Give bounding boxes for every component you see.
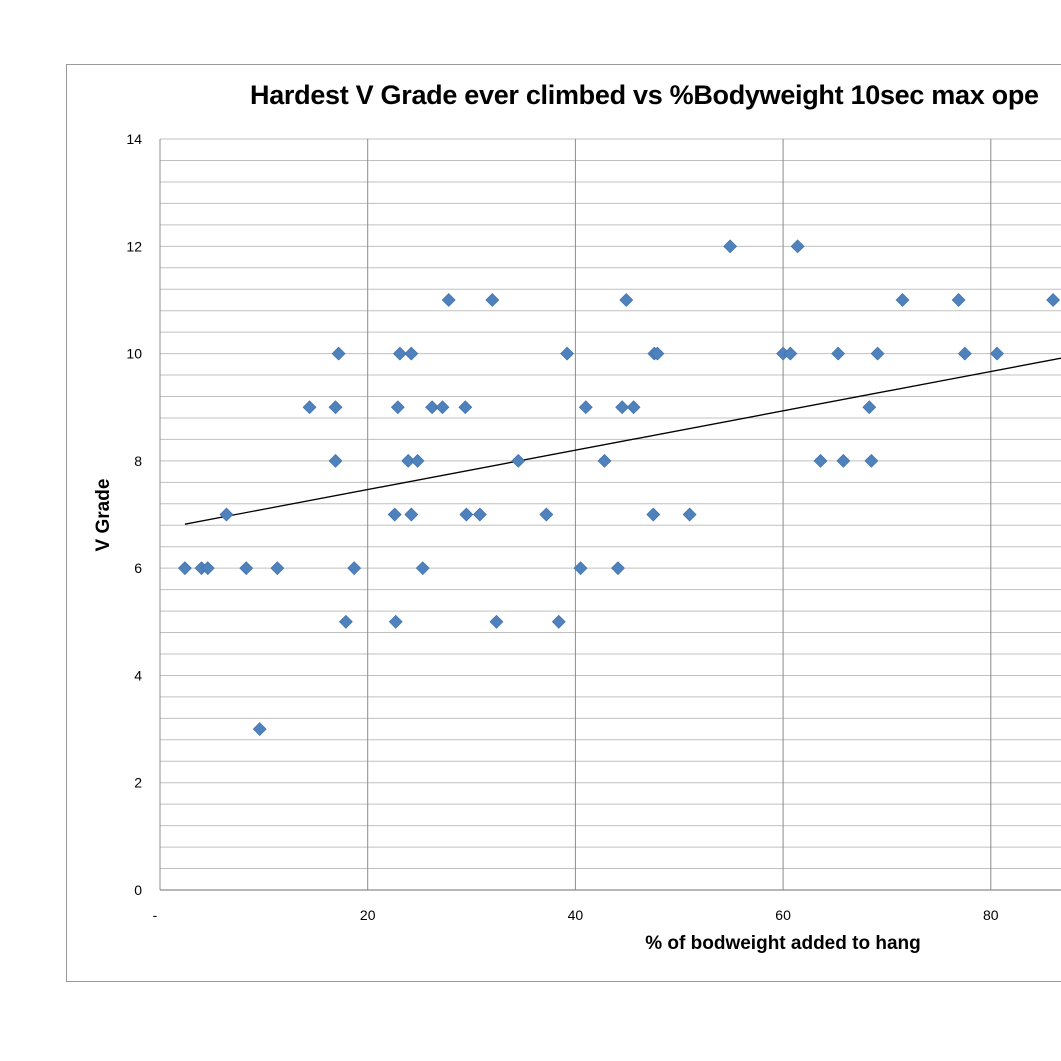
- y-tick-label: 2: [134, 775, 142, 791]
- trendline-path: [184, 357, 1061, 525]
- data-point: [864, 453, 879, 468]
- data-point: [611, 561, 625, 576]
- data-point: [415, 561, 430, 576]
- data-point: [219, 507, 234, 522]
- data-point: [441, 293, 456, 307]
- data-point: [783, 346, 798, 361]
- data-point: [435, 400, 450, 415]
- data-point: [302, 400, 317, 415]
- chart-area: [66, 64, 1061, 982]
- data-point: [619, 293, 634, 307]
- y-tick-label: 14: [126, 131, 142, 147]
- data-point: [626, 400, 641, 415]
- data-point: [650, 346, 665, 361]
- data-point: [1046, 293, 1061, 307]
- data-point: [177, 561, 192, 576]
- tick-labels: 0 2 4 6 8 10 12 14 - 20 40 60 80: [126, 131, 998, 923]
- data-point: [387, 507, 402, 522]
- data-point: [551, 614, 566, 629]
- data-point: [404, 507, 419, 522]
- data-point: [239, 561, 254, 576]
- y-tick-label: 6: [134, 560, 142, 576]
- data-point: [388, 614, 403, 629]
- data-point: [425, 400, 440, 415]
- data-point: [597, 453, 612, 468]
- data-point: [331, 346, 346, 361]
- data-point: [511, 453, 526, 468]
- data-point: [390, 400, 405, 415]
- x-tick-label: 60: [775, 907, 791, 923]
- data-point: [831, 346, 846, 361]
- x-tick-label: -: [153, 907, 158, 923]
- data-point: [410, 453, 425, 468]
- gridlines: [160, 138, 1061, 891]
- data-point: [252, 722, 267, 737]
- chart-title: Hardest V Grade ever climbed vs %Bodywei…: [250, 80, 1039, 110]
- data-point: [328, 400, 343, 415]
- data-point: [646, 507, 661, 522]
- data-point: [485, 293, 500, 307]
- data-point: [682, 507, 697, 522]
- data-point: [870, 346, 885, 361]
- data-point: [489, 614, 504, 629]
- data-point: [990, 346, 1004, 361]
- data-point: [472, 507, 487, 522]
- data-points: [177, 239, 1061, 737]
- data-point: [338, 614, 353, 629]
- data-point: [957, 346, 972, 361]
- data-point: [560, 346, 575, 361]
- x-tick-label: 80: [983, 907, 999, 923]
- data-point: [836, 453, 851, 468]
- data-point: [459, 507, 474, 522]
- data-point: [347, 561, 362, 576]
- trendline: [184, 357, 1061, 525]
- data-point: [790, 239, 805, 254]
- data-point: [862, 400, 877, 415]
- y-tick-label: 4: [134, 667, 142, 683]
- data-point: [401, 453, 416, 468]
- x-axis-title: % of bodweight added to hang: [645, 933, 921, 954]
- data-point: [539, 507, 554, 522]
- data-point: [328, 453, 343, 468]
- data-point: [200, 561, 215, 576]
- y-tick-label: 8: [134, 453, 142, 469]
- y-tick-label: 12: [126, 238, 142, 254]
- data-point: [270, 561, 285, 576]
- data-point: [615, 400, 630, 415]
- axes: [159, 139, 1061, 891]
- data-point: [392, 346, 407, 361]
- x-tick-label: 20: [360, 907, 376, 923]
- data-point: [458, 400, 473, 415]
- data-point: [404, 346, 419, 361]
- data-point: [895, 293, 910, 307]
- data-point: [578, 400, 593, 415]
- x-tick-label: 40: [568, 907, 584, 923]
- data-point: [723, 239, 738, 254]
- data-point: [573, 561, 588, 576]
- y-tick-label: 10: [126, 346, 142, 362]
- data-point: [813, 453, 828, 468]
- data-point: [951, 293, 966, 307]
- y-tick-label: 0: [134, 882, 142, 898]
